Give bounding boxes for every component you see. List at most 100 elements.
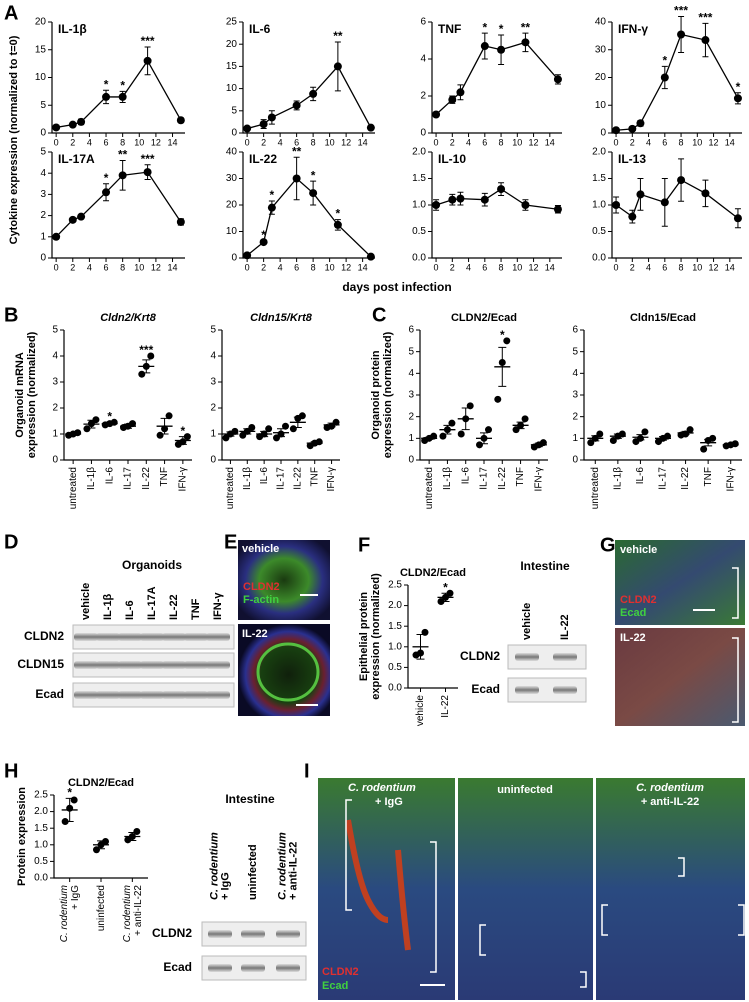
x-tick-label: C. rodentium+ IgG [59,885,81,942]
x-tick-label: IL-6 [104,467,115,485]
y-tick-label: 5 [572,346,578,357]
image-label: IL-22 [620,632,646,644]
bracket [345,799,745,988]
x-tick-label: 6 [662,137,667,147]
x-tick-label: IL-6 [259,467,270,485]
y-tick-label: 0.5 [388,662,402,673]
panel-label: H [4,760,18,782]
stain-label: CLDN2 [620,594,657,606]
point [701,189,710,198]
y-tick-label: 15 [226,61,238,72]
significance: * [443,580,448,594]
band [276,964,300,972]
point [448,95,457,104]
x-tick-label: IL-17 [123,467,134,490]
point [709,434,717,442]
x-tick-label: 12 [529,137,539,147]
x-tick-label: 12 [341,262,351,272]
x-tick-label: IFN-γ [177,467,188,491]
point [628,124,637,133]
lane-label-line: + anti-IL-22 [287,842,299,900]
panel-label: C [372,304,386,326]
image-label: + anti-IL-22 [641,796,699,808]
point [677,176,686,185]
lane-label: IFN-γ [212,592,224,620]
point [298,412,306,420]
point [333,220,342,229]
y-axis-label-line: expression (normalized) [370,573,382,700]
band [96,661,120,669]
y-tick-label: 0 [40,253,46,264]
point [677,30,686,39]
y-axis-label-line: Organoid protein [370,350,382,440]
band [140,691,164,699]
y-tick-label: 30 [226,173,238,184]
point [243,124,252,133]
y-axis-label-line: expression (normalized) [382,331,394,458]
significance: ** [333,29,343,43]
y-axis-label: Epithelial proteinexpression (normalized… [358,573,382,700]
lane-label-line: IFN-γ [212,592,224,620]
error-bar [69,432,78,436]
point [700,445,708,453]
band [184,661,208,669]
significance: * [482,20,487,34]
y-tick-label: 2 [408,411,414,422]
point [68,120,77,129]
point [93,846,100,854]
y-axis-label-line: Epithelial protein [358,592,370,682]
y-tick-label: 0 [408,455,414,466]
x-tick-label: 2 [261,137,266,147]
x-tick-label: IL-22 [680,467,691,490]
x-tick-label: 4 [87,262,92,272]
error-bar [160,417,169,435]
lane-label: TNF [190,598,202,620]
x-tick-label: 8 [679,262,684,272]
x-tick-label: IL-1β [86,467,97,490]
band [206,633,230,641]
point [83,425,91,433]
point [243,251,252,260]
y-tick-label: 20 [35,17,47,28]
point [138,370,146,378]
significance: * [662,54,667,68]
band [162,633,186,641]
y-tick-label: 20 [226,200,238,211]
y-axis-label-line: Protein expression [16,787,28,886]
band [74,691,98,699]
x-tick-label: 0 [434,137,439,147]
point [456,194,465,203]
significance: *** [141,152,155,166]
point [512,426,520,434]
point [480,42,489,51]
y-tick-label: 2.5 [388,580,402,591]
x-tick-label: 14 [358,262,368,272]
y-tick-label: 0 [420,128,426,139]
x-tick-label: IL-1β [442,467,453,490]
y-tick-label: 3 [52,377,58,388]
y-tick-label: 0.5 [34,856,48,867]
point [432,110,441,119]
significance: * [499,22,504,36]
band [118,633,142,641]
chart-title: IL-13 [618,152,646,166]
y-tick-label: 5 [231,105,237,116]
lane-label: vehicle [80,583,92,620]
y-tick-label: 0 [52,455,58,466]
band [208,930,232,938]
stain-label: Ecad [620,607,646,619]
row-label: CLDN2 [24,629,64,643]
x-tick-label: 2 [630,137,635,147]
y-tick-label: 2 [40,210,46,221]
error-bar [327,422,336,428]
point [660,198,669,207]
point [183,433,191,441]
lane-label: C. rodentium+ anti-IL-22 [276,832,299,900]
y-tick-label: 0.5 [592,226,606,237]
y-tick-label: 0.0 [388,683,402,694]
y-tick-label: 3 [408,390,414,401]
y-tick-label: 0 [231,128,237,139]
point [309,89,318,98]
error-bar [726,443,735,447]
x-axis-label: days post infection [342,280,451,294]
